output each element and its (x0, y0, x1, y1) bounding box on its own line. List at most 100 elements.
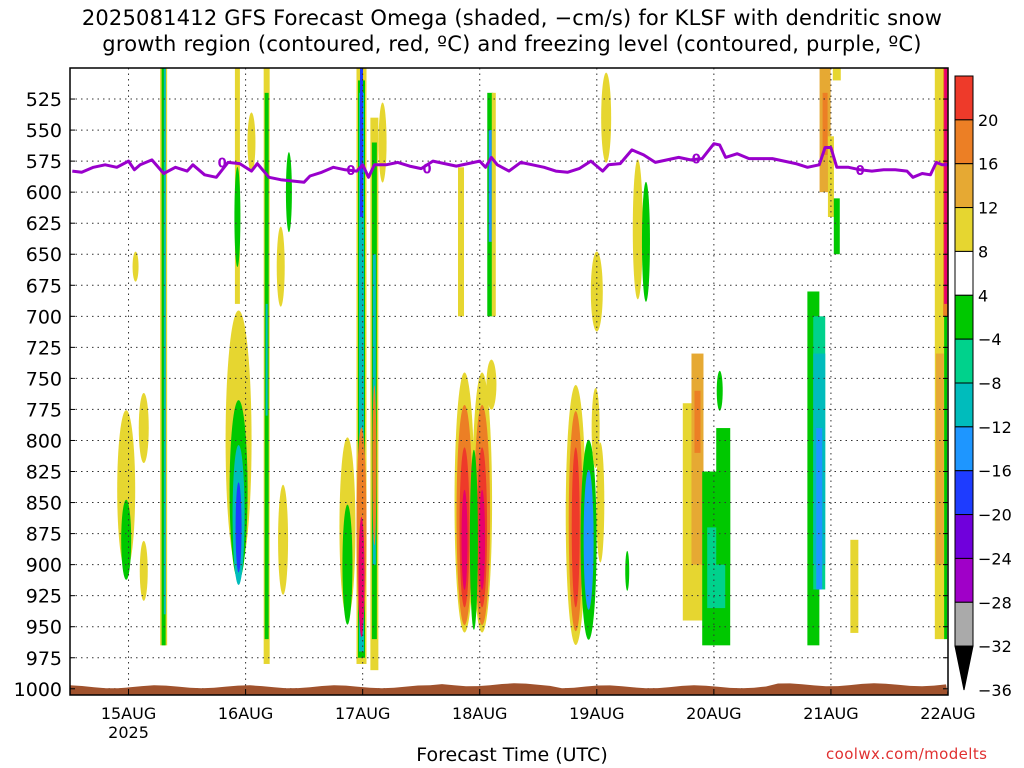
y-tick-label: 525 (26, 89, 62, 111)
omega-shade (944, 316, 948, 640)
omega-shade (488, 130, 492, 242)
omega-shade (139, 540, 148, 601)
plot-frame (69, 67, 949, 696)
colorbar-label: 16 (978, 155, 998, 174)
freezing-level-label: 0 (346, 164, 355, 179)
colorbar-swatch (954, 514, 974, 559)
colorbar-label: −24 (978, 549, 1012, 568)
x-tick-label: 17AUG (335, 704, 390, 723)
omega-shade (247, 112, 256, 173)
omega-shade (132, 251, 139, 282)
omega-shade (694, 390, 701, 453)
omega-shade (850, 539, 859, 633)
colorbar-label: −12 (978, 418, 1012, 437)
omega-shade (278, 484, 289, 595)
source-credit[interactable]: coolwx.com/modelts (826, 745, 988, 763)
omega-shade (276, 226, 285, 307)
omega-shade (358, 517, 365, 638)
omega-shade (121, 499, 132, 580)
colorbar-swatch (954, 163, 974, 209)
colorbar-label: 20 (978, 111, 998, 130)
y-tick-label: 975 (26, 648, 62, 670)
x-tick-label: 22AUG (920, 704, 975, 723)
omega-shade (235, 482, 242, 573)
omega-shade (832, 68, 841, 81)
colorbar-swatch (954, 250, 974, 296)
colorbar-swatch (954, 294, 974, 340)
omega-shade (591, 388, 600, 469)
omega-shade (458, 167, 465, 317)
y-tick-label: 550 (26, 120, 62, 142)
omega-shade (625, 550, 630, 591)
omega-shade (163, 68, 166, 615)
omega-shade (833, 198, 840, 255)
y-tick-label: 700 (26, 306, 62, 328)
y-tick-label: 800 (26, 430, 62, 452)
omega-shade (596, 442, 605, 563)
x-tick-label: 21AUG (803, 704, 858, 723)
chart-title-line-1: 2025081412 GFS Forecast Omega (shaded, −… (81, 6, 943, 30)
colorbar-label: 4 (978, 286, 988, 305)
freezing-level-label: 0 (423, 163, 432, 178)
x-tick-year-label: 2025 (108, 723, 149, 742)
y-tick-label: 575 (26, 151, 62, 173)
y-tick-label: 925 (26, 586, 62, 608)
omega-shade (716, 370, 723, 411)
colorbar-swatch (954, 645, 974, 691)
colorbar-swatch (954, 426, 974, 472)
omega-shade (601, 72, 612, 163)
colorbar-swatch (954, 382, 974, 428)
x-tick-label: 19AUG (569, 704, 624, 723)
colorbar-label: 12 (978, 199, 998, 218)
omega-shade (691, 353, 704, 565)
omega-shade (491, 92, 496, 317)
colorbar-label: −32 (978, 637, 1012, 656)
omega-shade (641, 181, 650, 302)
omega-shade (827, 136, 834, 217)
colorbar-swatch (954, 119, 974, 165)
y-tick-label: 875 (26, 524, 62, 546)
freezing-level-label: 0 (856, 164, 865, 179)
omega-shade (461, 489, 468, 590)
colorbar-label: −28 (978, 593, 1012, 612)
x-tick-label: 15AUG (101, 704, 156, 723)
x-axis-label: Forecast Time (UTC) (416, 744, 608, 766)
omega-shade (469, 449, 478, 630)
omega-shade (716, 428, 731, 565)
colorbar-swatch (954, 207, 974, 252)
freezing-level-label: 0 (692, 153, 701, 168)
omega-shade (285, 152, 292, 233)
colorbar-label: −36 (978, 681, 1012, 700)
omega-shade (359, 68, 363, 217)
freezing-level-line (72, 142, 948, 184)
y-tick-label: 650 (26, 244, 62, 266)
colorbar-label: 8 (978, 242, 988, 261)
omega-shade (342, 504, 353, 625)
omega-shade (632, 159, 643, 300)
colorbar-swatch (954, 75, 974, 121)
ground-surface (70, 683, 948, 695)
omega-shade (571, 447, 580, 608)
colorbar-swatch (954, 470, 974, 516)
x-tick-label: 16AUG (218, 704, 273, 723)
omega-shade (583, 469, 594, 610)
colorbar-label: −4 (978, 330, 1002, 349)
omega-shading (117, 68, 949, 671)
omega-shade (265, 303, 268, 416)
omega-shade (822, 92, 828, 155)
omega-shade (816, 428, 823, 590)
y-tick-label: 725 (26, 337, 62, 359)
y-tick-label: 950 (26, 617, 62, 639)
omega-shade (372, 385, 377, 546)
y-tick-label: 600 (26, 182, 62, 204)
x-tick-label: 18AUG (452, 704, 507, 723)
omega-shade (486, 359, 497, 410)
y-tick-label: 900 (26, 555, 62, 577)
y-tick-label: 1000 (14, 679, 62, 701)
omega-shade (358, 92, 364, 652)
colorbar-label: −20 (978, 506, 1012, 525)
colorbar-swatch (954, 601, 974, 647)
omega-shade (138, 393, 149, 464)
freezing-level-label: 0 (218, 156, 227, 171)
